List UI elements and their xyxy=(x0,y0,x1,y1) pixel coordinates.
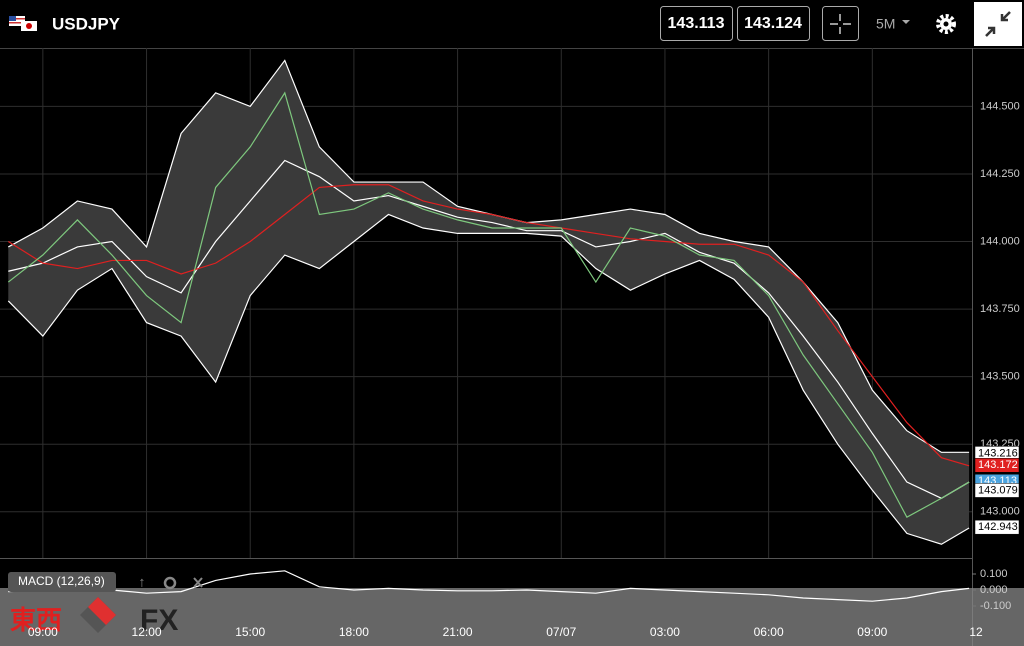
y-tick-label: -0.100 xyxy=(980,600,1011,612)
macd-title[interactable]: MACD (12,26,9) xyxy=(18,574,105,588)
price-tag-label: 143.172 xyxy=(978,459,1018,471)
x-tick-label: 15:00 xyxy=(235,625,265,639)
y-tick-label: 144.500 xyxy=(980,100,1020,112)
watermark-band xyxy=(0,588,1024,646)
x-tick-label: 12 xyxy=(969,625,983,639)
watermark-logo xyxy=(80,597,116,633)
price-tag xyxy=(974,458,1020,473)
crosshair-button[interactable] xyxy=(822,6,859,41)
y-tick-label: 0.100 xyxy=(980,568,1008,580)
price-tag-label: 142.943 xyxy=(978,521,1018,533)
watermark-text: 東西 xyxy=(10,605,62,635)
symbol[interactable]: USDJPY xyxy=(52,14,121,33)
macd-settings-icon[interactable] xyxy=(163,576,177,590)
series-line xyxy=(7,213,970,545)
compress-button[interactable] xyxy=(974,2,1022,46)
macd-move-icon[interactable]: ↑ xyxy=(139,574,146,590)
x-tick-label: 07/07 xyxy=(546,625,576,639)
watermark-fx: FX xyxy=(140,604,178,637)
timeframe-caret[interactable] xyxy=(902,20,910,24)
ask-box[interactable] xyxy=(737,6,810,41)
y-tick-label: 143.750 xyxy=(980,303,1020,315)
price-tag xyxy=(974,519,1020,535)
series-line xyxy=(8,159,970,499)
y-tick-label: 0.000 xyxy=(980,584,1008,596)
x-tick-label: 18:00 xyxy=(339,625,369,639)
x-tick-label: 21:00 xyxy=(443,625,473,639)
x-tick-label: 09:00 xyxy=(857,625,887,639)
y-tick-label: 144.250 xyxy=(980,168,1020,180)
ask-price[interactable]: 143.124 xyxy=(744,15,802,32)
price-tag xyxy=(974,483,1020,498)
x-tick-label: 12:00 xyxy=(132,625,162,639)
flag-us xyxy=(9,16,25,26)
x-tick-label: 03:00 xyxy=(650,625,680,639)
price-tag-label: 143.079 xyxy=(978,484,1018,496)
x-tick-label: 09:00 xyxy=(28,625,58,639)
x-tick-label: 06:00 xyxy=(754,625,784,639)
header-bar xyxy=(0,0,1024,48)
price-tag-label: 143.216 xyxy=(978,447,1018,459)
y-tick-label: 143.500 xyxy=(980,371,1020,383)
macd-close-icon[interactable] xyxy=(193,577,203,588)
pane xyxy=(8,570,970,602)
bid-price[interactable]: 143.113 xyxy=(668,15,725,32)
series-line xyxy=(7,91,970,519)
plot-area xyxy=(0,48,972,558)
macd-area xyxy=(8,570,970,602)
series-line xyxy=(8,570,970,602)
pane xyxy=(0,48,972,558)
timeframe[interactable]: 5M xyxy=(876,16,895,32)
y-tick-label: 143.000 xyxy=(980,506,1020,518)
settings-button[interactable] xyxy=(936,14,956,34)
band-fill xyxy=(8,60,970,545)
bid-box[interactable] xyxy=(660,6,733,41)
series-line xyxy=(7,184,970,467)
macd-label-box[interactable] xyxy=(8,572,116,592)
flag-jp xyxy=(21,21,37,31)
y-tick-label: 144.000 xyxy=(980,235,1020,247)
